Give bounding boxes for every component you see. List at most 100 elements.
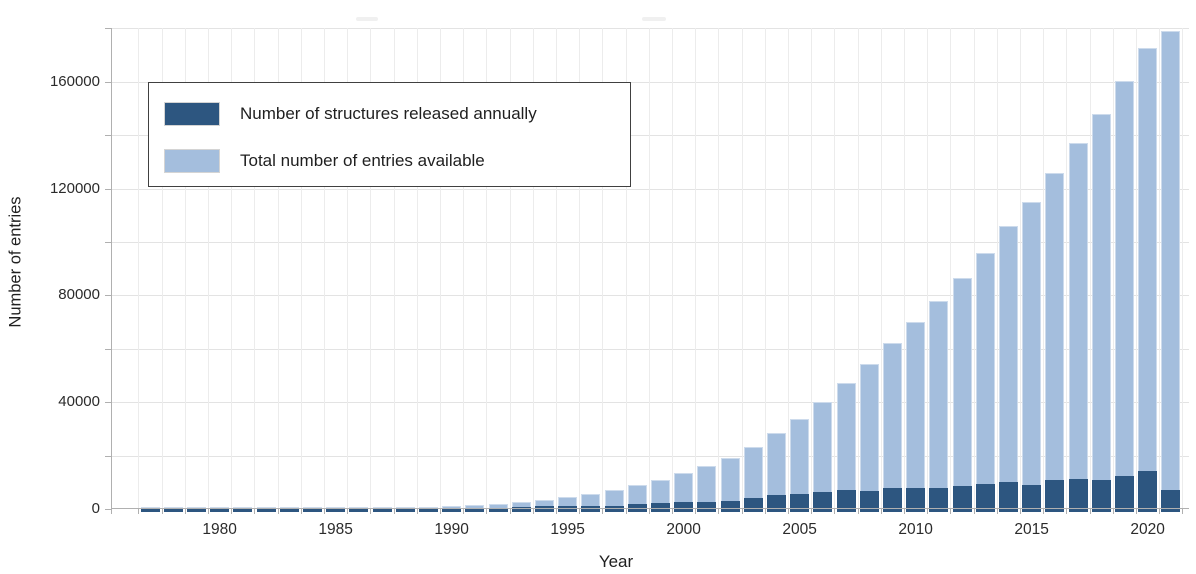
x-tick-mark xyxy=(1089,509,1091,514)
bar-annual-1991 xyxy=(465,507,485,512)
bar-annual-2012 xyxy=(952,485,972,512)
x-gridline xyxy=(324,28,325,509)
x-tick-mark xyxy=(161,509,163,514)
y-tick-mark xyxy=(105,135,111,137)
x-tick-mark xyxy=(695,509,697,514)
x-gridline xyxy=(880,28,882,509)
bar-annual-1983 xyxy=(279,507,299,512)
y-tick-mark xyxy=(105,188,111,190)
y-tick-mark xyxy=(105,348,111,350)
bar-total-2012 xyxy=(952,277,972,512)
bar-total-2018 xyxy=(1091,114,1111,512)
x-gridline xyxy=(695,28,697,509)
bar-annual-1995 xyxy=(558,506,578,512)
bar-annual-2002 xyxy=(720,501,740,512)
x-gridline xyxy=(788,28,789,509)
y-tick-mark xyxy=(105,509,111,510)
bar-annual-2009 xyxy=(882,488,902,512)
x-gridline xyxy=(718,28,720,509)
bar-annual-1989 xyxy=(418,507,438,512)
legend-label-total: Total number of entries available xyxy=(240,151,485,170)
y-gridline xyxy=(112,135,1189,137)
x-tick-mark xyxy=(602,509,604,514)
bar-annual-2006 xyxy=(813,492,833,512)
x-gridline xyxy=(973,28,975,509)
x-tick-mark xyxy=(370,509,372,514)
x-gridline xyxy=(440,28,441,509)
x-gridline xyxy=(857,28,859,509)
bar-annual-1994 xyxy=(534,506,554,512)
bar-annual-2013 xyxy=(975,484,995,512)
x-gridline xyxy=(950,28,952,509)
y-tick-mark xyxy=(105,81,111,83)
x-axis-title: Year xyxy=(598,552,634,571)
bar-annual-1986 xyxy=(349,507,369,512)
bar-annual-1981 xyxy=(233,507,253,512)
x-gridline xyxy=(347,28,349,509)
bar-annual-2021 xyxy=(1161,490,1181,512)
y-tick-mark xyxy=(105,402,111,404)
x-tick-mark xyxy=(741,509,743,514)
legend-box: Number of structures released annually T… xyxy=(148,82,631,187)
bar-total-2011 xyxy=(929,301,949,512)
x-gridline xyxy=(811,28,813,509)
bar-total-2015 xyxy=(1022,202,1042,512)
bar-annual-2010 xyxy=(906,487,926,512)
x-tick-mark xyxy=(834,509,836,514)
x-tick-mark xyxy=(231,509,233,514)
bar-annual-1982 xyxy=(256,507,276,512)
bar-annual-2003 xyxy=(743,498,763,512)
legend-label-annual: Number of structures released annually xyxy=(240,104,537,123)
x-gridline xyxy=(672,28,673,509)
legend-swatch-total xyxy=(165,150,219,172)
x-tick-label: 2020 xyxy=(1130,521,1165,538)
x-gridline xyxy=(370,28,372,509)
y-tick-label: 120000 xyxy=(49,179,100,197)
x-gridline xyxy=(1066,28,1068,509)
x-gridline xyxy=(138,28,140,509)
y-gridline xyxy=(112,28,1189,30)
x-gridline xyxy=(1043,28,1045,509)
x-tick-label: 1985 xyxy=(318,521,353,538)
bar-annual-1977 xyxy=(140,507,160,512)
bar-total-2017 xyxy=(1068,142,1088,512)
y-gridline xyxy=(112,348,1189,350)
bar-annual-2015 xyxy=(1022,484,1042,512)
x-gridline xyxy=(486,28,488,509)
bar-total-2019 xyxy=(1114,81,1134,512)
x-gridline xyxy=(532,28,534,509)
bar-annual-1980 xyxy=(210,507,230,512)
x-tick-mark xyxy=(1043,509,1045,514)
bar-annual-1979 xyxy=(186,507,206,512)
x-gridline xyxy=(904,28,905,509)
bar-annual-1993 xyxy=(511,507,531,512)
x-tick-label: 1995 xyxy=(550,521,585,538)
bar-total-2010 xyxy=(906,322,926,512)
bar-total-2016 xyxy=(1045,172,1065,512)
x-gridline xyxy=(648,28,650,509)
x-gridline xyxy=(1112,28,1114,509)
x-tick-mark xyxy=(764,509,766,514)
x-gridline xyxy=(927,28,929,509)
y-tick-mark xyxy=(105,242,111,243)
x-gridline xyxy=(300,28,302,509)
x-tick-mark xyxy=(1182,509,1184,514)
x-tick-mark xyxy=(950,509,952,514)
x-gridline xyxy=(1089,28,1091,509)
x-gridline xyxy=(231,28,233,509)
x-tick-mark xyxy=(440,509,441,514)
bar-annual-1978 xyxy=(163,507,183,512)
x-tick-mark xyxy=(300,509,302,514)
bar-annual-2004 xyxy=(766,495,786,512)
bar-annual-1988 xyxy=(395,507,415,512)
bar-annual-1992 xyxy=(488,507,508,512)
x-gridline xyxy=(602,28,604,509)
x-tick-mark xyxy=(811,509,813,514)
x-gridline xyxy=(1136,28,1137,509)
bar-annual-2014 xyxy=(998,482,1018,512)
y-gridline xyxy=(112,188,1189,190)
x-tick-mark xyxy=(857,509,859,514)
y-axis-line xyxy=(111,28,112,514)
x-tick-mark xyxy=(277,509,279,514)
